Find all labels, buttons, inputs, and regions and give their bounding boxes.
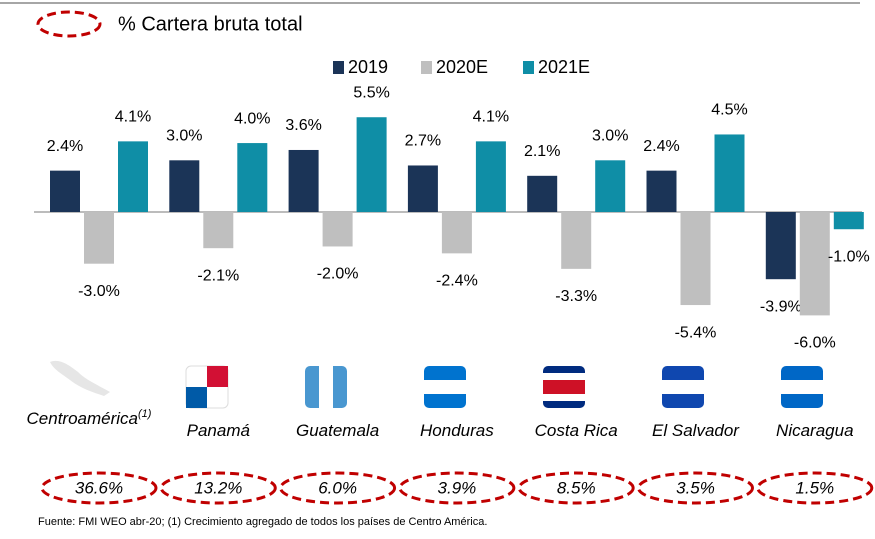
bar: [407, 165, 438, 212]
share-label: 3.9%: [438, 478, 477, 497]
bar: [527, 175, 558, 212]
bar: [561, 212, 592, 269]
value-label: 4.1%: [473, 109, 509, 126]
bar: [833, 212, 864, 230]
legend-label: 2020E: [436, 57, 488, 77]
category-label: Nicaragua: [776, 421, 854, 440]
flag-honduras: [424, 366, 466, 408]
bar: [288, 149, 319, 212]
share-ellipse: [159, 471, 277, 505]
value-label: 4.5%: [711, 102, 747, 119]
share-label: 3.5%: [676, 478, 715, 497]
value-label: -2.1%: [197, 267, 239, 284]
category-name: Panamá: [187, 421, 250, 440]
category-label: El Salvador: [652, 421, 740, 440]
share-ellipse: [279, 471, 397, 505]
share-ellipse: [756, 471, 874, 505]
category-label: Guatemala: [296, 421, 379, 440]
value-label: -6.0%: [794, 335, 836, 352]
legend-swatch: [333, 61, 344, 74]
value-label: 2.4%: [47, 138, 83, 155]
flag-nicaragua: [781, 366, 823, 408]
category-name: Guatemala: [296, 421, 379, 440]
bar: [84, 212, 114, 264]
value-label: 5.5%: [353, 84, 389, 101]
share-label: 36.6%: [75, 478, 123, 497]
value-label: 2.7%: [405, 133, 441, 150]
bar: [322, 212, 353, 247]
legend-swatch: [421, 61, 432, 74]
category-name: Costa Rica: [535, 421, 618, 440]
category-name: Centroamérica: [27, 409, 139, 428]
value-label: -1.0%: [828, 248, 870, 265]
value-label: -3.9%: [760, 298, 802, 315]
share-label: 1.5%: [795, 478, 834, 497]
value-label: -2.4%: [436, 273, 478, 290]
share-label: 13.2%: [194, 478, 242, 497]
value-label: 2.4%: [643, 138, 679, 155]
share-label: 6.0%: [318, 478, 357, 497]
value-label: -2.0%: [317, 266, 359, 283]
map-icon: [50, 360, 110, 396]
flag-panama: [185, 365, 229, 409]
category-label: Centroamérica(1): [27, 408, 152, 429]
share-ellipse: [517, 471, 635, 505]
value-label: -3.3%: [555, 288, 597, 305]
flag-guatemala: [305, 366, 347, 408]
legend-label: 2019: [348, 57, 388, 77]
share-label: 8.5%: [557, 478, 596, 497]
value-label: -3.0%: [78, 283, 120, 300]
bar: [646, 170, 677, 212]
value-label: 3.0%: [592, 128, 628, 145]
flags: [50, 360, 823, 409]
bar: [680, 212, 711, 306]
value-label: 3.0%: [166, 128, 202, 145]
bar: [475, 141, 506, 212]
value-label: 4.1%: [115, 109, 151, 126]
category-name: Nicaragua: [776, 421, 854, 440]
bar: [595, 160, 626, 212]
bar: [203, 212, 234, 249]
flag-costa-rica: [543, 366, 585, 408]
bar: [50, 170, 80, 212]
bar: [765, 212, 796, 280]
footnote: Fuente: FMI WEO abr-20; (1) Crecimiento …: [38, 516, 487, 528]
category-label: Costa Rica: [535, 421, 618, 440]
category-name: Honduras: [420, 421, 494, 440]
bar: [169, 160, 200, 212]
bar: [799, 212, 830, 316]
value-label: 2.1%: [524, 143, 560, 160]
share-ellipse: [40, 471, 158, 505]
category-name: El Salvador: [652, 421, 740, 440]
legend-swatch: [523, 61, 534, 74]
value-label: -5.4%: [675, 324, 717, 341]
category-label: Panamá: [187, 421, 250, 440]
category-label: Honduras: [420, 421, 494, 440]
bar: [356, 117, 387, 212]
superscript: (1): [138, 408, 152, 420]
bar: [237, 143, 268, 212]
value-label: 4.0%: [234, 110, 270, 127]
share-ellipse: [637, 471, 754, 505]
value-label: 3.6%: [285, 117, 321, 134]
flag-el-salvador: [662, 366, 704, 408]
chart-title: % Cartera bruta total: [118, 13, 303, 35]
share-ellipse: [398, 471, 516, 505]
bar: [714, 134, 745, 212]
bar: [441, 212, 472, 254]
legend-label: 2021E: [538, 57, 590, 77]
bar: [118, 141, 148, 212]
title-ellipse: [36, 10, 102, 38]
